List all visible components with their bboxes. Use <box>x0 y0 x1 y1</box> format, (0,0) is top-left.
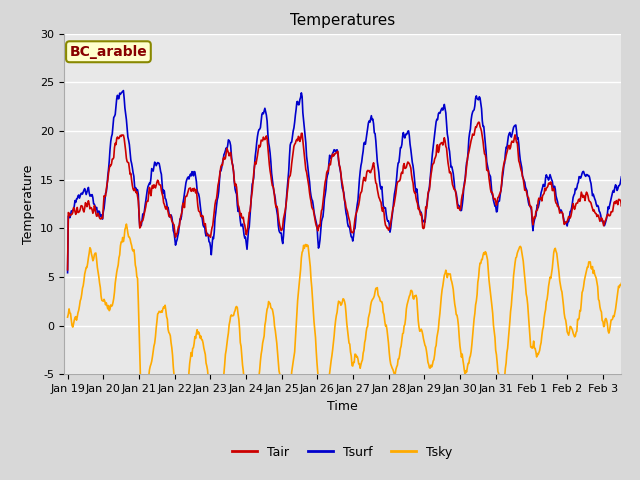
Tair <box>264 144 272 150</box>
Tair <box>236 208 243 214</box>
Tsurf <box>120 88 127 94</box>
Tair <box>444 160 452 166</box>
Legend: Tair, Tsurf, Tsky: Tair, Tsurf, Tsky <box>227 441 458 464</box>
Tsky <box>122 221 130 227</box>
Tsurf <box>236 218 244 224</box>
Y-axis label: Temperature: Temperature <box>22 164 35 244</box>
Tsky <box>287 379 295 385</box>
Tsky <box>635 313 640 319</box>
Text: BC_arable: BC_arable <box>70 45 147 59</box>
Tsurf <box>445 144 452 150</box>
Tsky <box>237 343 245 349</box>
X-axis label: Time: Time <box>327 400 358 413</box>
Tsky <box>445 271 453 277</box>
Tair <box>64 267 72 273</box>
Line: Tsurf: Tsurf <box>68 91 639 273</box>
Tsky <box>413 306 421 312</box>
Tsky <box>266 300 273 306</box>
Tsurf <box>64 270 72 276</box>
Tair <box>475 120 483 125</box>
Tsurf <box>265 140 273 145</box>
Tsky <box>64 314 72 320</box>
Title: Temperatures: Temperatures <box>290 13 395 28</box>
Tair <box>412 195 420 201</box>
Line: Tair: Tair <box>68 122 639 270</box>
Tair <box>131 186 138 192</box>
Tsurf <box>413 186 420 192</box>
Tsky <box>131 262 139 268</box>
Line: Tsky: Tsky <box>68 224 639 428</box>
Tair <box>285 174 293 180</box>
Tsky <box>212 425 220 431</box>
Tsurf <box>635 218 640 224</box>
Tair <box>635 226 640 231</box>
Tsurf <box>286 142 294 148</box>
Tsurf <box>131 187 139 193</box>
